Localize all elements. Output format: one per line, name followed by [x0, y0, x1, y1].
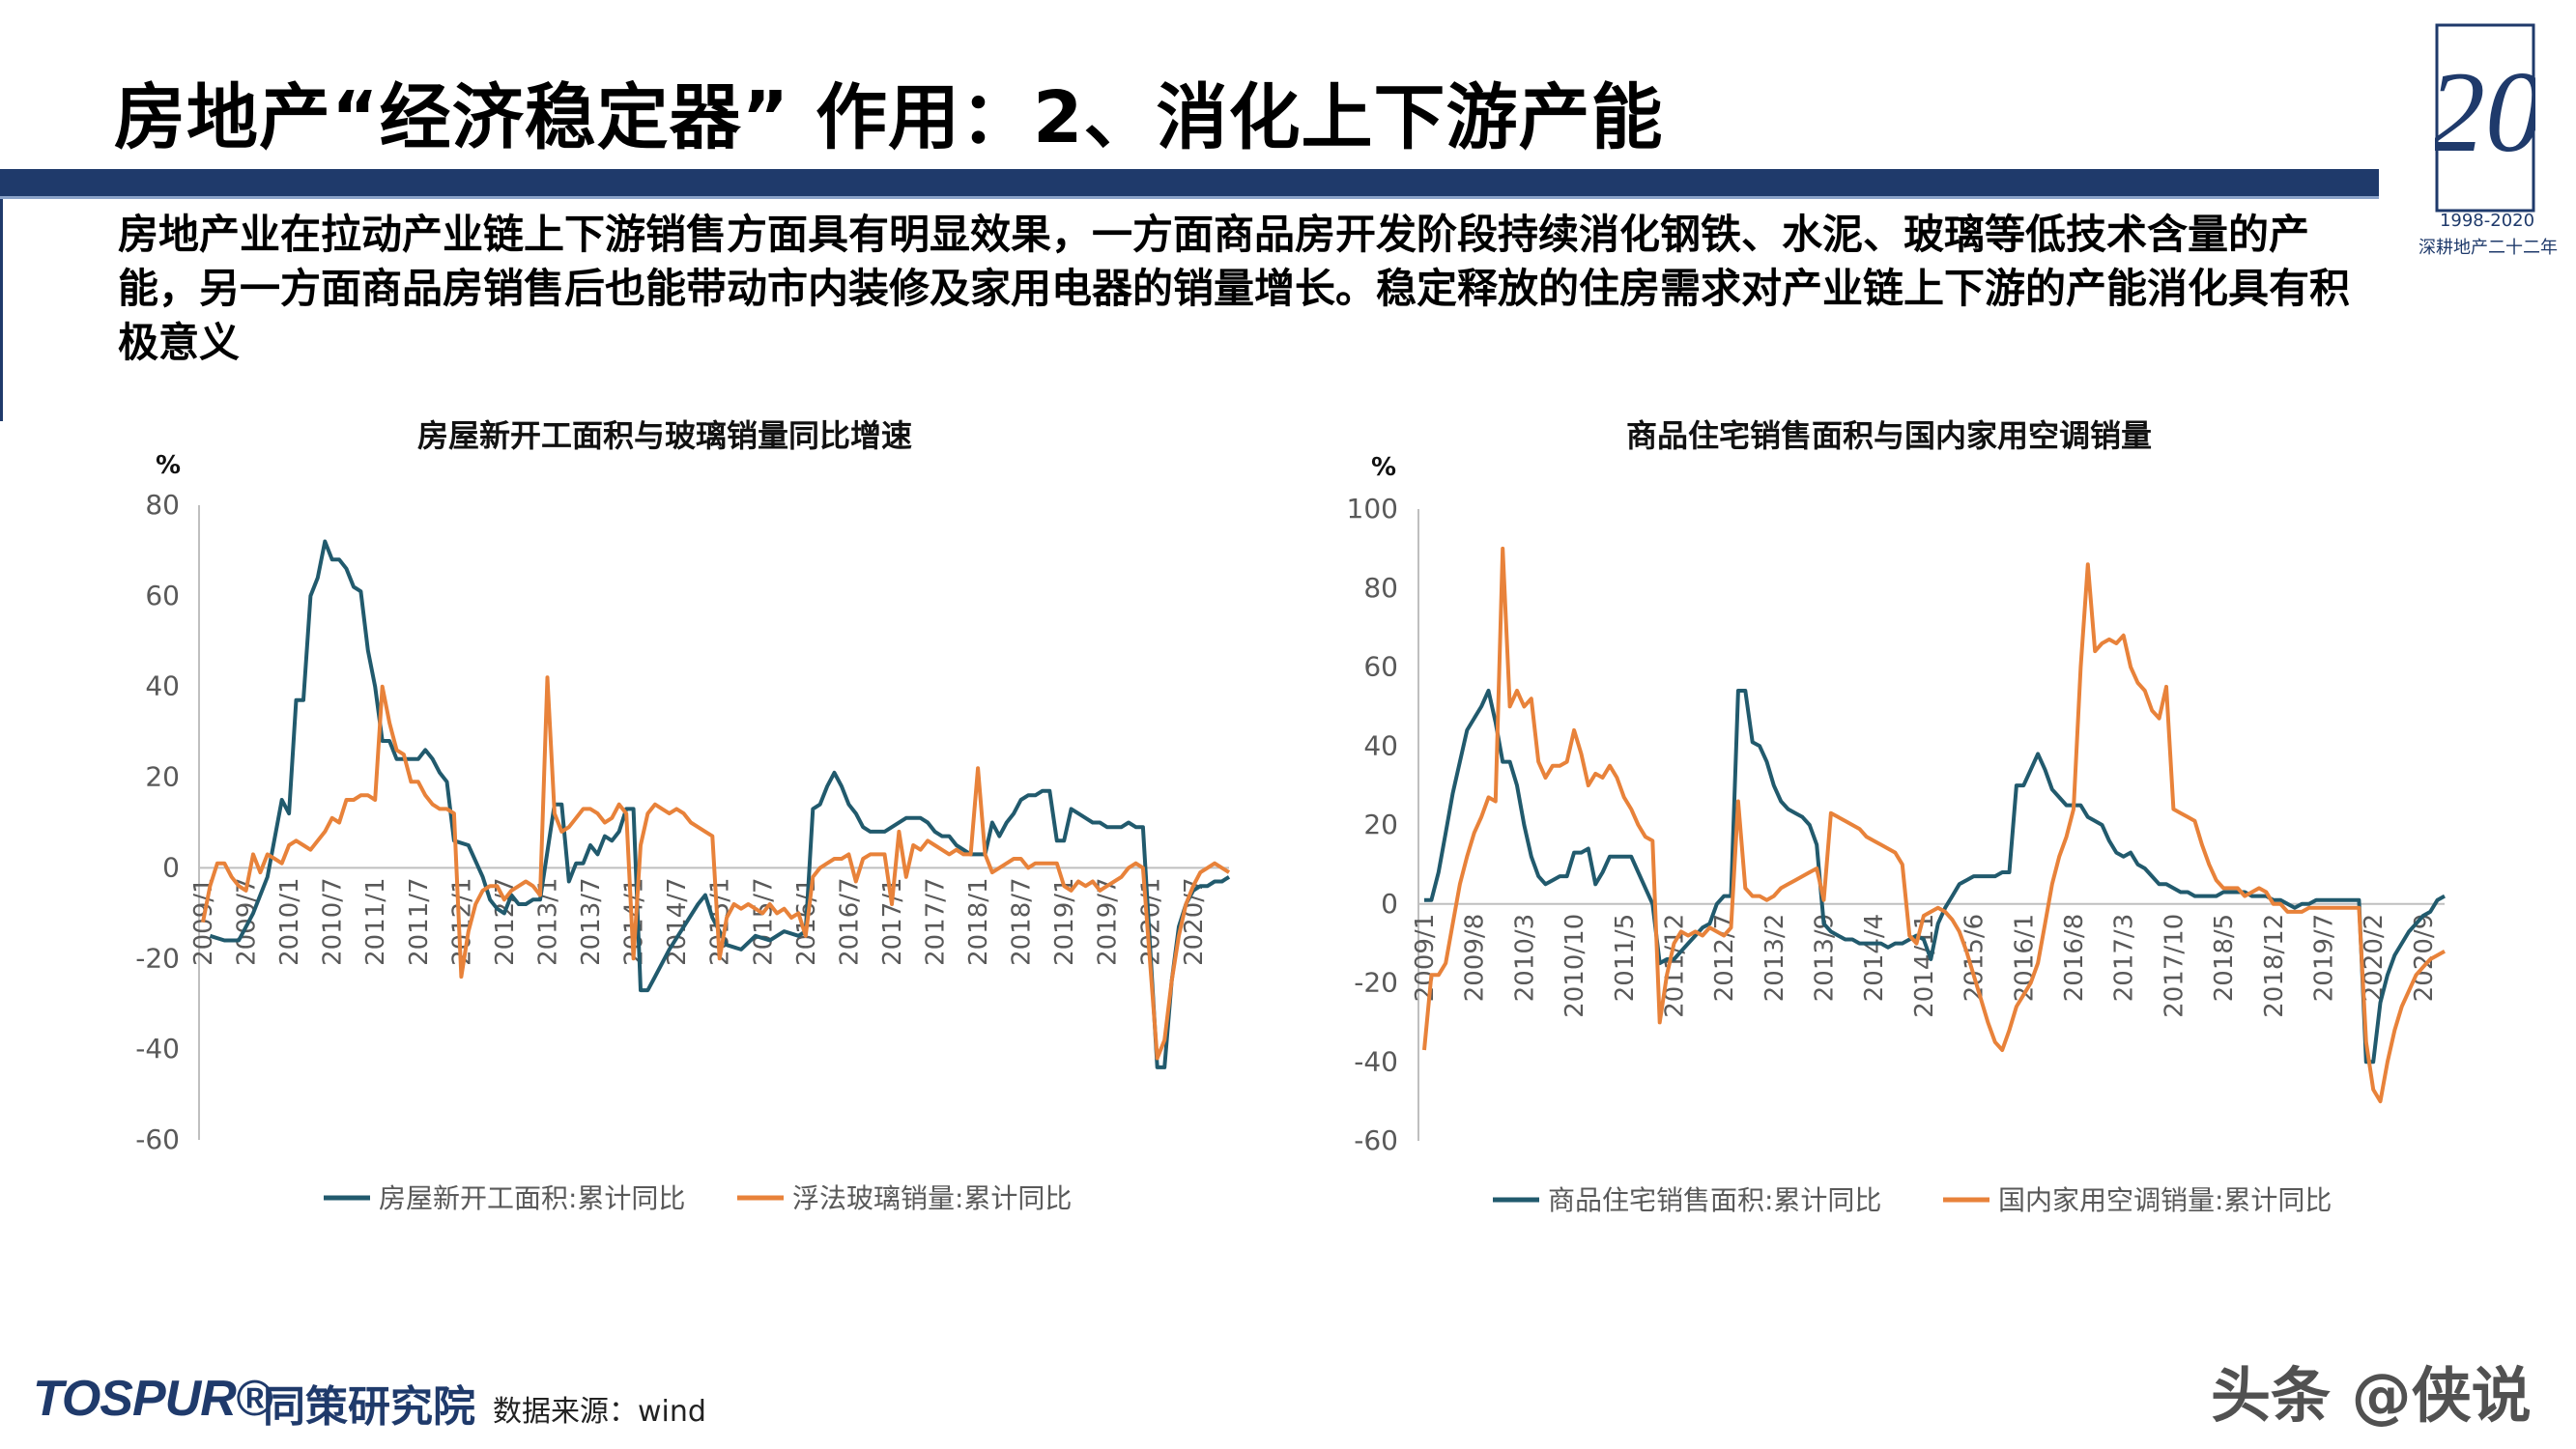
- legend-label: 房屋新开工面积:累计同比: [379, 1182, 685, 1214]
- y-tick-label: 60: [1363, 651, 1398, 683]
- svg-text:20: 20: [2435, 47, 2535, 176]
- y-tick-label: -40: [135, 1033, 180, 1065]
- y-tick-label: 20: [1363, 809, 1398, 840]
- x-tick-label: 2017/7: [922, 877, 951, 965]
- chart-title: 房屋新开工面积与玻璃销量同比增速: [417, 417, 912, 454]
- series-line-2: [1422, 546, 2446, 1104]
- x-tick-label: 2018/12: [2260, 914, 2289, 1018]
- x-tick-label: 2014/4: [1860, 914, 1889, 1002]
- legend-label: 浮法玻璃销量:累计同比: [792, 1182, 1072, 1214]
- x-tick-label: 2017/10: [2160, 914, 2189, 1018]
- x-tick-label: 2019/7: [1094, 877, 1123, 965]
- x-tick-label: 2011/12: [1660, 914, 1689, 1018]
- x-tick-label: 2019/1: [1050, 877, 1079, 965]
- y-tick-label: 60: [145, 580, 180, 611]
- x-tick-label: 2015/7: [749, 877, 778, 965]
- chart-title: 商品住宅销售面积与国内家用空调销量: [1626, 417, 2152, 454]
- x-tick-label: 2018/7: [1008, 877, 1037, 965]
- y-unit-label: %: [156, 451, 181, 480]
- y-tick-label: 40: [1363, 729, 1398, 761]
- x-tick-label: 2010/10: [1560, 914, 1589, 1018]
- legend-label: 商品住宅销售面积:累计同比: [1548, 1184, 1881, 1216]
- data-source: 数据来源：wind: [493, 1395, 706, 1429]
- chart-1: 房屋新开工面积与玻璃销量同比增速%806040200-20-40-602009/…: [135, 417, 1231, 1214]
- y-tick-label: 100: [1347, 493, 1398, 525]
- legend-label: 国内家用空调销量:累计同比: [1998, 1184, 2332, 1216]
- watermark: 头条 @侠说: [2211, 1360, 2532, 1431]
- y-tick-label: 40: [145, 670, 180, 702]
- x-tick-label: 2012/7: [1710, 914, 1739, 1002]
- left-edge-bar: [0, 199, 3, 421]
- x-tick-label: 2012/7: [491, 877, 520, 965]
- logo-years: 1998-2020: [2439, 211, 2535, 231]
- x-tick-label: 2009/1: [1411, 914, 1440, 1002]
- x-tick-label: 2013/7: [577, 877, 606, 965]
- y-tick-label: -60: [135, 1123, 180, 1155]
- brand-name-cn: 同策研究院: [263, 1382, 475, 1432]
- x-tick-label: 2016/7: [835, 877, 864, 965]
- x-tick-label: 2011/7: [405, 877, 434, 965]
- brand-logo: TOSPUR®: [33, 1371, 272, 1427]
- lead-paragraph: 房地产业在拉动产业链上下游销售方面具有明显效果，一方面商品房开发阶段持续消化钢铁…: [118, 211, 2351, 366]
- x-tick-label: 2009/8: [1461, 914, 1490, 1002]
- x-tick-label: 2010/1: [275, 877, 304, 965]
- title-rule-thin: [0, 196, 2379, 199]
- x-tick-label: 2017/3: [2110, 914, 2139, 1002]
- x-tick-label: 2016/8: [2060, 914, 2089, 1002]
- y-tick-label: 0: [162, 851, 180, 883]
- x-tick-label: 2010/3: [1510, 914, 1539, 1002]
- x-tick-label: 2014/11: [1910, 914, 1939, 1018]
- series-line-2: [201, 675, 1231, 1061]
- x-tick-label: 2015/6: [1961, 914, 1989, 1002]
- y-tick-label: 80: [1363, 572, 1398, 604]
- x-tick-label: 2011/1: [361, 877, 390, 965]
- chart-2: 商品住宅销售面积与国内家用空调销量% 100 80 60 40 20 0 -20 -40 -60 2…: [1347, 417, 2446, 1216]
- y-tick-label: -20: [135, 942, 180, 974]
- slide-title: 房地产“经济稳定器” 作用：2、消化上下游产能: [114, 76, 1664, 159]
- x-tick-label: 2016/1: [2010, 914, 2039, 1002]
- y-tick-label: -60: [1354, 1124, 1398, 1156]
- y-tick-label: 20: [145, 761, 180, 793]
- y-tick-label: -40: [1354, 1045, 1398, 1077]
- series-line-1: [1424, 689, 2446, 1065]
- x-tick-label: 2011/5: [1611, 914, 1640, 1002]
- y-unit-label: %: [1371, 453, 1396, 482]
- anniversary-logo: 20: [2435, 23, 2535, 213]
- x-tick-label: 2013/2: [1760, 914, 1789, 1002]
- title-rule: [0, 169, 2379, 196]
- y-tick-label: -20: [1354, 967, 1398, 999]
- logo-subtitle: 深耕地产二十二年: [2419, 238, 2558, 258]
- x-tick-label: 2019/7: [2309, 914, 2338, 1002]
- x-tick-label: 2018/5: [2210, 914, 2239, 1002]
- y-tick-label: 0: [1381, 888, 1398, 920]
- x-tick-label: 2018/1: [964, 877, 993, 965]
- y-tick-label: 80: [145, 489, 180, 521]
- series-line-1: [209, 539, 1231, 1069]
- x-tick-label: 2010/7: [319, 877, 348, 965]
- x-tick-label: 2013/9: [1811, 914, 1840, 1002]
